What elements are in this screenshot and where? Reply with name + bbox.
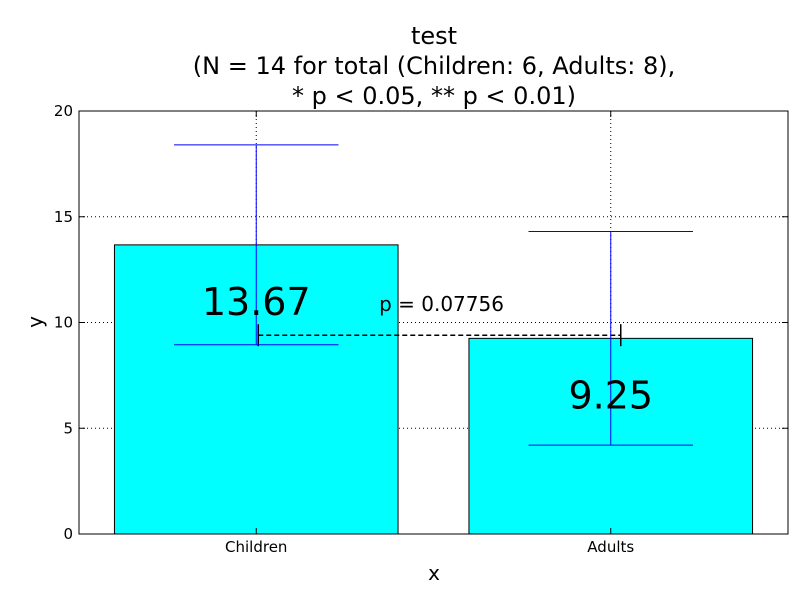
y-axis-label: y [23, 316, 47, 328]
significance-bracket: p = 0.07756 [257, 292, 622, 347]
error-bars [174, 144, 693, 446]
chart-title-line-2: (N = 14 for total (Children: 6, Adults: … [193, 52, 675, 80]
chart-title: test (N = 14 for total (Children: 6, Adu… [193, 22, 675, 110]
p-value-label: p = 0.07756 [379, 292, 504, 316]
x-axis-label: x [428, 561, 440, 585]
chart-title-line-1: test [411, 22, 457, 50]
value-labels: 13.67 9.25 [202, 280, 653, 417]
value-label: 13.67 [202, 280, 311, 324]
y-tick-label: 5 [63, 419, 73, 437]
value-label: 9.25 [568, 373, 653, 417]
y-tick-label: 10 [54, 314, 73, 332]
y-tick-label: 0 [63, 525, 73, 543]
y-tick-label: 15 [54, 208, 73, 226]
y-tick-label: 20 [54, 102, 73, 120]
x-tick-label: Children [225, 538, 287, 556]
axis-ticks: 0 5 10 15 20 Children Adults [54, 102, 788, 556]
chart-title-line-3: * p < 0.05, ** p < 0.01) [292, 82, 576, 110]
x-tick-label: Adults [587, 538, 634, 556]
